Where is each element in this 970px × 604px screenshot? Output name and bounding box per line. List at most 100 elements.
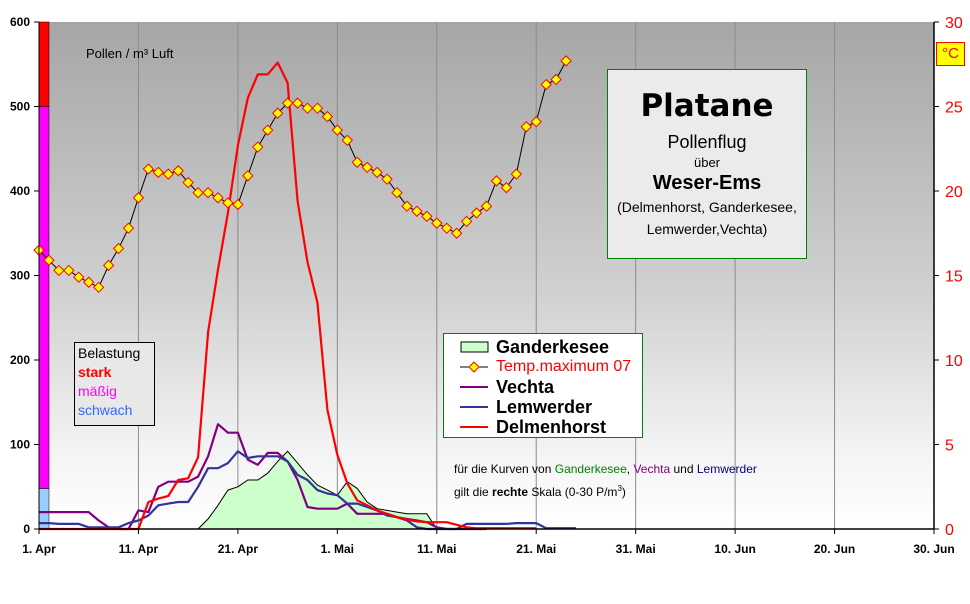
severity-legend: Belastung stark mäßig schwach xyxy=(74,342,155,426)
legend-label: Vechta xyxy=(496,376,555,397)
left-tick-label: 300 xyxy=(10,269,30,283)
series-temp-maximum-07-marker xyxy=(132,192,145,204)
series-temp-maximum-07-marker xyxy=(560,55,572,67)
series-temp-maximum-07-marker xyxy=(271,107,284,119)
series-temp-maximum-07-marker xyxy=(63,264,75,277)
series-temp-maximum-07-marker xyxy=(401,200,413,212)
right-tick-label: 15 xyxy=(945,269,963,286)
note-ganderkesee: Ganderkesee xyxy=(554,462,627,476)
legend-label: Ganderkesee xyxy=(496,336,610,357)
left-tick-label: 0 xyxy=(23,522,30,536)
series-temp-maximum-07-marker xyxy=(252,141,264,153)
scale-note-line2: gilt die rechte Skala (0-30 P/m3) xyxy=(454,479,757,502)
legend-item-delmenhorst: Delmenhorst xyxy=(460,417,642,437)
legend: Ganderkesee Temp.maximum 07 Vechta Lemwe… xyxy=(443,333,643,438)
series-temp-maximum-07-marker xyxy=(202,186,214,199)
legend-label: Lemwerder xyxy=(496,396,593,417)
right-tick-label: 10 xyxy=(945,353,963,370)
legend-item-temp: Temp.maximum 07 xyxy=(460,357,642,377)
series-temp-maximum-07-marker xyxy=(102,259,115,272)
note-text: ) xyxy=(621,485,626,499)
note-lemwerder: Lemwerder xyxy=(696,462,757,476)
series-temp-maximum-07-marker xyxy=(262,124,274,136)
marker-line-icon xyxy=(460,361,488,373)
series-temp-maximum-07-marker xyxy=(242,170,254,182)
line-swatch-icon xyxy=(460,386,488,388)
series-temp-maximum-07-marker xyxy=(281,97,294,109)
x-tick-label: 11. Apr xyxy=(119,542,159,556)
series-temp-maximum-07-marker xyxy=(530,116,542,128)
right-tick-label: 30 xyxy=(945,15,963,32)
series-temp-maximum-07-marker xyxy=(381,173,393,185)
series-temp-maximum-07-marker xyxy=(182,176,194,189)
x-tick-label: 30. Jun xyxy=(913,542,954,556)
series-temp-maximum-07-marker xyxy=(311,102,324,114)
x-tick-label: 21. Apr xyxy=(218,542,259,556)
series-temp-maximum-07-marker xyxy=(431,217,443,229)
series-temp-maximum-07-marker xyxy=(371,166,383,179)
series-ganderkesee-outline xyxy=(197,450,438,530)
note-sup: 3 xyxy=(617,484,622,493)
severity-high: stark xyxy=(78,364,112,380)
note-bold: rechte xyxy=(492,485,529,499)
right-axis-unit: °C xyxy=(936,42,965,66)
left-tick-label: 500 xyxy=(10,100,30,114)
severity-heading: Belastung xyxy=(78,345,141,361)
series-temp-maximum-07-marker xyxy=(232,198,244,211)
series-temp-maximum-07-marker xyxy=(222,197,234,209)
series-temp-maximum-07-marker xyxy=(162,168,174,180)
series-lemwerder-line xyxy=(39,450,576,531)
series-temp-maximum-07-marker xyxy=(470,207,483,219)
subtitle-pollenflug: Pollenflug xyxy=(667,132,747,152)
left-tick-label: 200 xyxy=(10,353,30,367)
area-swatch-icon xyxy=(460,341,489,353)
series-temp-maximum-07-marker xyxy=(83,276,95,288)
note-text: gilt die xyxy=(454,485,493,499)
series-temp-maximum-07-marker xyxy=(421,210,433,223)
series-temp-maximum-07-marker xyxy=(450,227,463,239)
subtitle-places-2: Lemwerder,Vechta) xyxy=(646,221,768,237)
x-tick-label: 31. Mai xyxy=(616,542,656,556)
x-tick-label: 1. Mai xyxy=(321,542,354,556)
series-temp-maximum-07-marker xyxy=(361,161,373,174)
note-text: , xyxy=(626,462,634,476)
series-temp-maximum-07-marker xyxy=(341,134,353,147)
severity-medium: mäßig xyxy=(78,383,117,399)
x-tick-label: 21. Mai xyxy=(516,542,556,556)
right-tick-label: 20 xyxy=(945,184,963,201)
series-temp-maximum-07-marker xyxy=(520,121,532,133)
series-temp-maximum-07-marker xyxy=(73,271,85,283)
series-temp-maximum-07-marker xyxy=(291,97,304,109)
left-tick-label: 400 xyxy=(10,184,30,198)
series-temp-maximum-07-marker xyxy=(391,186,403,199)
series-temp-maximum-07-marker xyxy=(172,165,184,177)
legend-item-vechta: Vechta xyxy=(460,377,642,397)
subtitle-region: Weser-Ems xyxy=(652,172,762,194)
series-temp-maximum-07-marker xyxy=(43,254,55,266)
series-temp-maximum-07-marker xyxy=(321,110,334,123)
series-temp-maximum-07-marker xyxy=(480,200,493,212)
series-temp-maximum-07-marker xyxy=(441,222,453,234)
subtitle-places-1: (Delmenhorst, Ganderkesee, xyxy=(617,199,797,215)
series-temp-maximum-07-marker xyxy=(192,186,204,199)
series-temp-maximum-07-marker xyxy=(411,205,423,217)
note-text: für die Kurven von xyxy=(454,462,555,476)
legend-item-lemwerder: Lemwerder xyxy=(460,397,642,417)
left-tick-label: 100 xyxy=(10,438,30,452)
series-temp-maximum-07-marker xyxy=(351,156,363,168)
right-tick-label: 25 xyxy=(945,100,963,117)
legend-label: Delmenhorst xyxy=(496,416,607,437)
series-temp-maximum-07-marker xyxy=(550,73,562,86)
series-temp-maximum-07-marker xyxy=(331,124,344,136)
legend-label: Temp.maximum 07 xyxy=(496,358,632,375)
series-temp-maximum-07-marker xyxy=(460,215,473,228)
right-tick-label: 5 xyxy=(945,438,954,455)
series-temp-maximum-07-marker xyxy=(142,163,155,175)
left-tick-label: 600 xyxy=(10,15,30,29)
series-temp-maximum-07-marker xyxy=(212,192,224,204)
subtitle-ueber: über xyxy=(693,155,721,170)
scale-note: für die Kurven von Ganderkesee, Vechta u… xyxy=(454,460,757,502)
note-text: Skala (0-30 P/m xyxy=(528,485,618,499)
